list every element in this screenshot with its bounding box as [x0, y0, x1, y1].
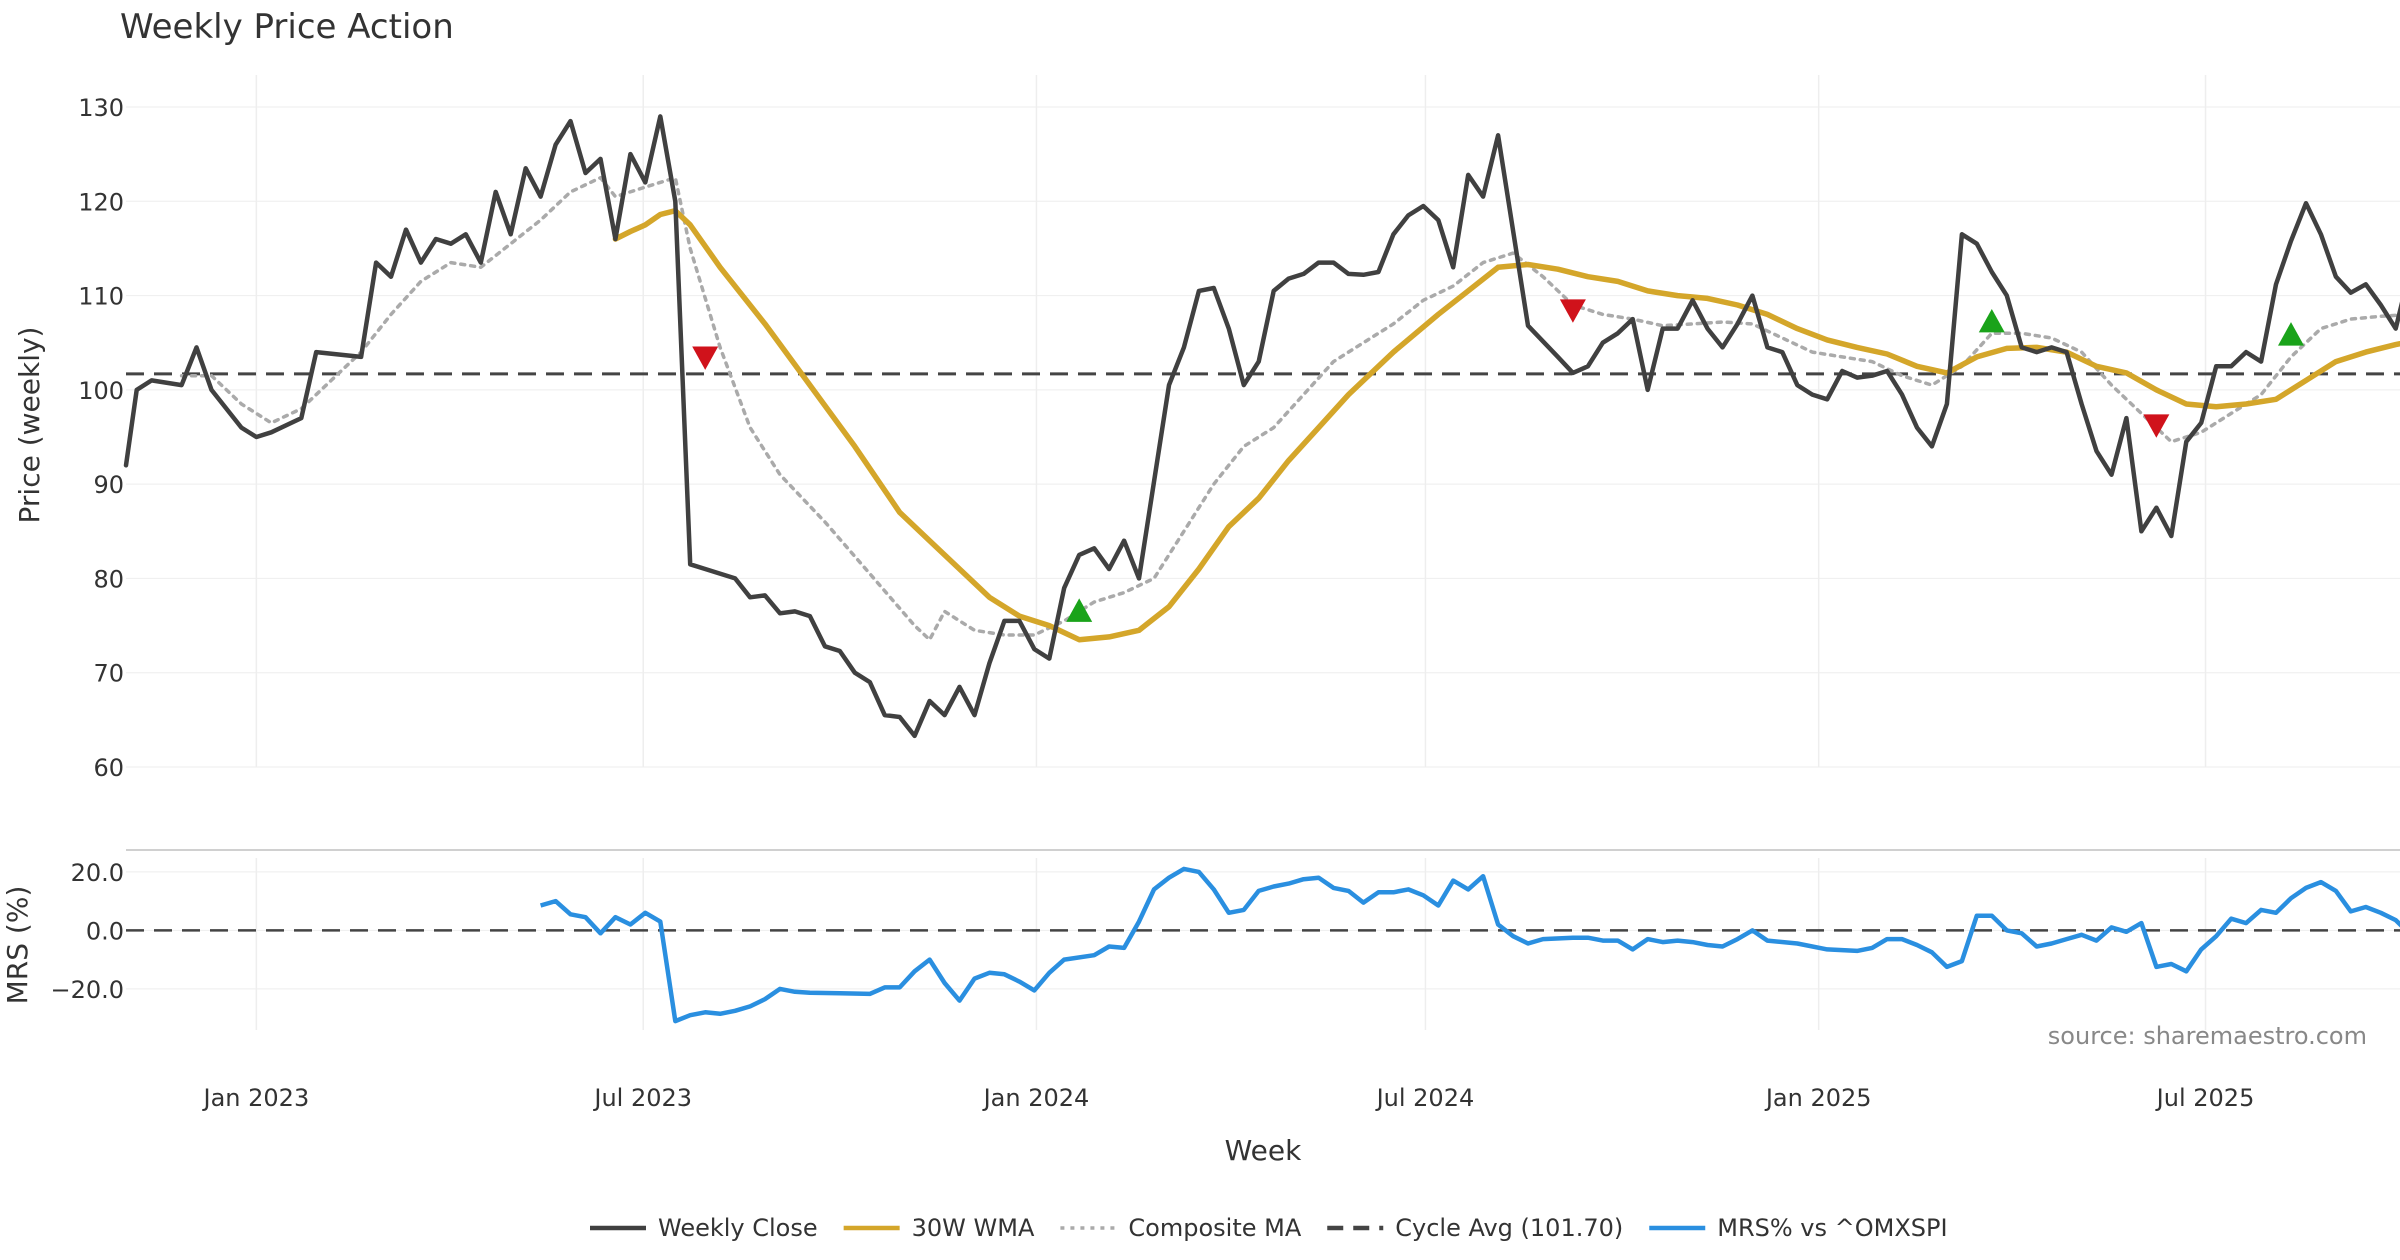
legend: Weekly Close 30W WMA Composite MA Cycle Avg… [590, 1214, 1948, 1242]
mrs-y-tick-label: −20.0 [50, 976, 124, 1004]
30w-wma-line [612, 207, 2400, 643]
mrs-y-tick-label: 0.0 [86, 917, 124, 945]
price-panel: 60 70 80 90 100 110 120 130 [78, 94, 2400, 782]
x-tick-label: Jan 2023 [202, 1084, 310, 1112]
buy-signal-marker [1066, 598, 1093, 622]
mrs-panel: 20.0 0.0 −20.0 [50, 859, 2400, 1024]
price-y-tick-label: 100 [78, 377, 124, 405]
buy-signal-marker [1978, 308, 2005, 333]
legend-label: MRS% vs ^OMXSPI [1717, 1214, 1947, 1242]
price-y-tick-label: 80 [93, 565, 124, 593]
buy-signal-marker [2278, 322, 2305, 346]
price-y-tick-label: 130 [78, 94, 124, 122]
sell-signal-marker [2143, 414, 2170, 438]
x-ticks: Jan 2023 Jul 2023 Jan 2024 Jul 2024 Jan 2025… [202, 1084, 2255, 1112]
price-y-tick-label: 60 [93, 754, 124, 782]
x-tick-label: Jul 2024 [1375, 1084, 1475, 1112]
mrs-y-tick-label: 20.0 [71, 859, 124, 887]
price-y-axis-label: Price (weekly) [13, 327, 46, 524]
legend-label: Composite MA [1128, 1214, 1301, 1242]
legend-label: Cycle Avg (101.70) [1395, 1214, 1623, 1242]
legend-label: Weekly Close [658, 1214, 818, 1242]
grid [126, 75, 2400, 1030]
x-tick-label: Jan 2025 [1764, 1084, 1872, 1112]
x-tick-label: Jul 2025 [2155, 1084, 2255, 1112]
sell-signal-marker [1559, 299, 1586, 323]
mrs-y-axis-label: MRS (%) [1, 886, 34, 1005]
source-note: source: sharemaestro.com [2048, 1022, 2367, 1050]
price-y-tick-label: 70 [93, 660, 124, 688]
legend-label: 30W WMA [912, 1214, 1035, 1242]
x-axis-label: Week [1225, 1134, 1302, 1167]
weekly-close-line [123, 114, 2400, 739]
x-tick-label: Jul 2023 [592, 1084, 692, 1112]
sell-signal-marker [692, 346, 719, 370]
chart-title: Weekly Price Action [120, 7, 454, 47]
x-tick-label: Jan 2024 [982, 1084, 1090, 1112]
price-y-tick-label: 110 [78, 283, 124, 311]
mrs-line [539, 866, 2400, 1024]
price-y-tick-label: 90 [93, 471, 124, 499]
price-y-tick-label: 120 [78, 188, 124, 216]
composite-ma-line [179, 175, 2400, 642]
